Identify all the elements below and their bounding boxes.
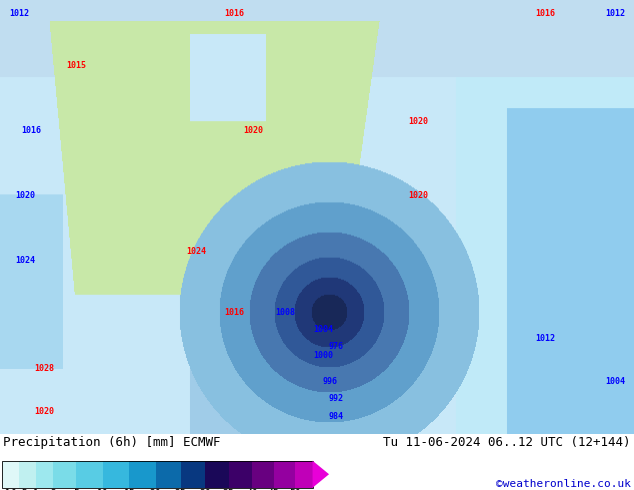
Text: 1015: 1015 (66, 61, 86, 70)
Bar (156, 461, 181, 488)
Bar (181, 461, 205, 488)
Bar (53, 461, 77, 488)
Text: 1020: 1020 (408, 117, 429, 126)
Bar (129, 461, 156, 488)
Text: 1020: 1020 (15, 191, 36, 199)
Text: 15: 15 (124, 489, 135, 490)
Text: 20: 20 (150, 489, 162, 490)
Polygon shape (313, 461, 329, 488)
Bar (36, 461, 53, 488)
Text: 25: 25 (174, 489, 186, 490)
Bar (252, 461, 274, 488)
Text: Tu 11-06-2024 06..12 UTC (12+144): Tu 11-06-2024 06..12 UTC (12+144) (384, 437, 631, 449)
Text: 1016: 1016 (535, 8, 555, 18)
Text: 1024: 1024 (186, 247, 207, 256)
Text: 976: 976 (328, 343, 344, 351)
Text: 1000: 1000 (313, 351, 333, 360)
Bar (19, 461, 36, 488)
Text: 1016: 1016 (224, 308, 245, 317)
Bar (2, 461, 19, 488)
Text: 2: 2 (50, 489, 56, 490)
Text: 1008: 1008 (275, 308, 295, 317)
Text: 996: 996 (322, 377, 337, 386)
Text: 1020: 1020 (34, 408, 55, 416)
Text: 1004: 1004 (313, 325, 333, 334)
Text: 1020: 1020 (243, 125, 264, 135)
Text: 40: 40 (246, 489, 258, 490)
Text: 992: 992 (328, 394, 344, 403)
Text: 30: 30 (200, 489, 211, 490)
Text: 1: 1 (33, 489, 39, 490)
Text: 0.5: 0.5 (10, 489, 28, 490)
Text: 1016: 1016 (22, 125, 42, 135)
Text: 1012: 1012 (535, 334, 555, 343)
Text: 984: 984 (328, 412, 344, 421)
Text: 1016: 1016 (224, 8, 245, 18)
Text: 10: 10 (97, 489, 109, 490)
Text: ©weatheronline.co.uk: ©weatheronline.co.uk (496, 479, 631, 489)
Bar (274, 461, 295, 488)
Text: 1012: 1012 (9, 8, 29, 18)
Bar (205, 461, 229, 488)
Text: 1028: 1028 (34, 364, 55, 373)
Bar (229, 461, 252, 488)
Text: 50: 50 (290, 489, 301, 490)
Text: 5: 5 (74, 489, 79, 490)
Text: 1024: 1024 (15, 256, 36, 265)
Bar (295, 461, 313, 488)
Text: 1012: 1012 (605, 8, 625, 18)
Bar (77, 461, 103, 488)
Bar (2, 461, 313, 488)
Text: 1020: 1020 (408, 191, 429, 199)
Text: 35: 35 (223, 489, 235, 490)
Text: 45: 45 (268, 489, 280, 490)
Text: Precipitation (6h) [mm] ECMWF: Precipitation (6h) [mm] ECMWF (3, 437, 221, 449)
Bar (103, 461, 129, 488)
Text: 0.1: 0.1 (0, 489, 11, 490)
Text: 1004: 1004 (605, 377, 625, 386)
